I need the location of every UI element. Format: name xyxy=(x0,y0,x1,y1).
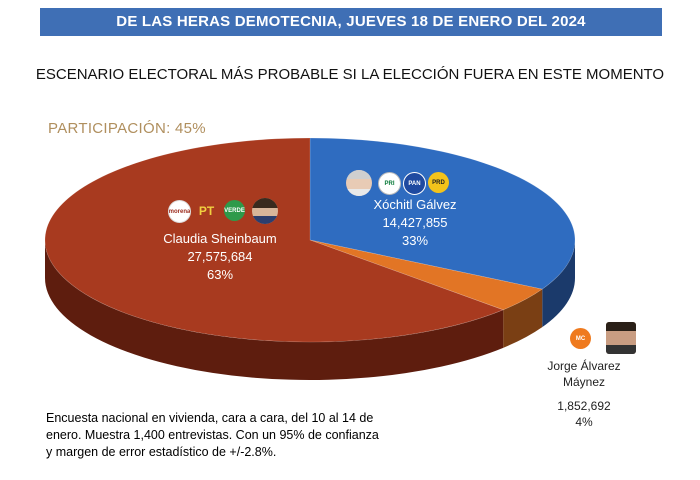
claudia-percent: 63% xyxy=(206,267,234,282)
pie-slice-1 xyxy=(309,239,543,311)
pie-slice-2 xyxy=(44,137,505,343)
pie-side-1 xyxy=(503,289,543,348)
jorge-name-line1: Jorge Álvarez xyxy=(547,359,621,373)
verde-logo-icon: VERDE xyxy=(224,200,245,221)
participation-label: PARTICIPACIÓN: 45% xyxy=(48,120,206,137)
claudia-label: Claudia Sheinbaum 27,575,684 63% xyxy=(150,230,290,284)
xochitl-percent: 33% xyxy=(401,233,429,248)
pie-side-0 xyxy=(542,240,575,328)
pan-logo-icon: PAN xyxy=(403,172,426,195)
xochitl-name: Xóchitl Gálvez xyxy=(373,197,457,212)
claudia-photo-icon xyxy=(252,198,278,224)
jorge-name-line2: Máynez xyxy=(562,375,606,389)
morena-logo-icon: morena xyxy=(168,200,191,223)
jorge-label: Jorge Álvarez Máynez 1,852,692 4% xyxy=(532,358,636,430)
mc-logo-icon: MC xyxy=(570,328,591,349)
xochitl-photo-icon xyxy=(346,170,372,196)
xochitl-label: Xóchitl Gálvez 14,427,855 33% xyxy=(355,196,475,250)
jorge-votes: 1,852,692 xyxy=(557,399,611,413)
claudia-votes: 27,575,684 xyxy=(187,249,253,264)
pri-logo-icon: PRI xyxy=(378,172,401,195)
chart-title: ESCENARIO ELECTORAL MÁS PROBABLE SI LA E… xyxy=(35,66,665,83)
xochitl-votes: 14,427,855 xyxy=(382,215,448,230)
pt-logo-icon: PT xyxy=(198,203,215,218)
jorge-photo-icon xyxy=(606,322,636,354)
pie-side-2 xyxy=(45,240,504,380)
prd-logo-icon: PRD xyxy=(428,172,449,193)
header-banner: DE LAS HERAS DEMOTECNIA, JUEVES 18 DE EN… xyxy=(40,8,662,36)
claudia-name: Claudia Sheinbaum xyxy=(163,231,277,246)
survey-footnote: Encuesta nacional en vivienda, cara a ca… xyxy=(46,411,379,459)
pie-slice-0 xyxy=(309,137,576,290)
jorge-percent: 4% xyxy=(575,415,593,429)
